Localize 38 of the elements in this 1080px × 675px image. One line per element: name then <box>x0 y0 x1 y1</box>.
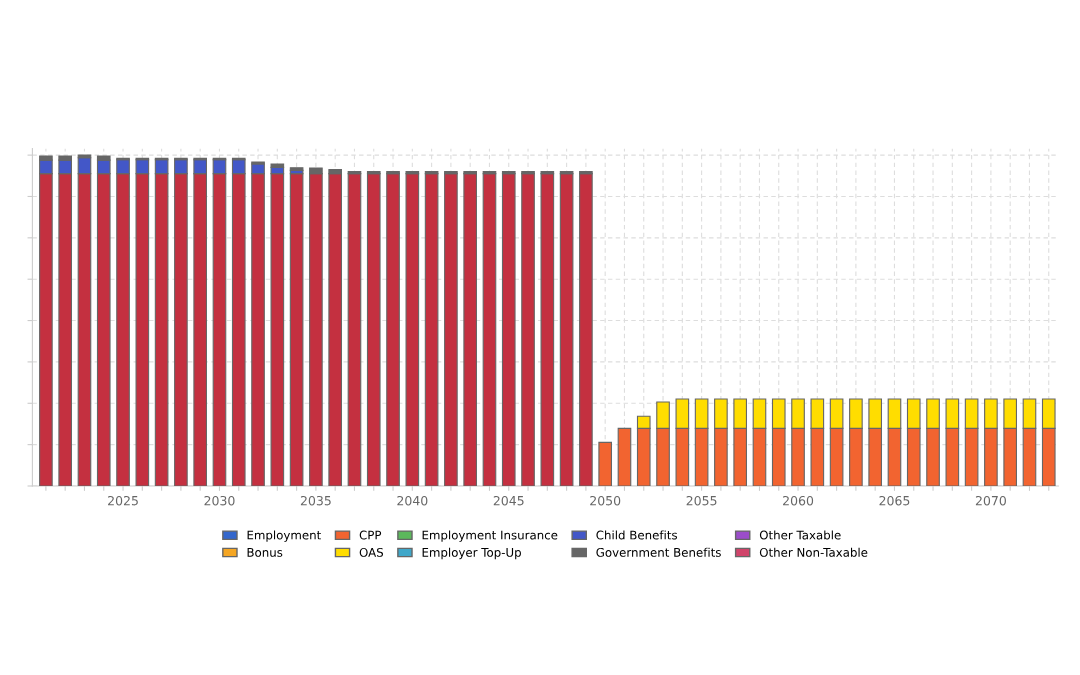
legend-label: CPP <box>359 530 382 540</box>
bar <box>559 173 574 486</box>
bar <box>444 173 458 486</box>
x-tick-label: 2045 <box>493 495 524 506</box>
bar <box>405 173 420 486</box>
bar <box>328 173 343 486</box>
legend-label: Other Taxable <box>759 530 841 540</box>
bar <box>424 173 439 486</box>
x-tick-label: 2060 <box>783 495 814 506</box>
x-tick-label: 2035 <box>300 495 331 506</box>
bar <box>579 173 593 486</box>
x-tick-label: 2065 <box>879 495 910 506</box>
x-tick-label: 2055 <box>686 495 717 506</box>
x-tick-label: 2025 <box>108 495 138 506</box>
bar <box>366 173 381 486</box>
bar <box>617 427 632 486</box>
x-tick-label: 2050 <box>590 495 621 506</box>
bar <box>289 173 304 486</box>
legend-label: Employer Top-Up <box>422 547 521 560</box>
x-tick-label: 2030 <box>204 495 235 506</box>
legend-label: Child Benefits <box>596 530 678 540</box>
bar <box>482 173 497 486</box>
bar <box>540 173 555 486</box>
legend-label: Bonus <box>247 548 283 557</box>
legend-label: OAS <box>359 547 384 557</box>
bar <box>386 173 400 486</box>
x-tick-label: 2070 <box>975 495 1006 506</box>
bar <box>289 167 304 171</box>
legend-label: Employment <box>247 530 321 542</box>
bar <box>501 173 516 486</box>
x-tick-label: 2040 <box>397 495 428 506</box>
legend-label: Employment Insurance <box>422 530 558 542</box>
legend-label: Other Non-Taxable <box>759 547 868 557</box>
legend-label: Government Benefits <box>596 547 721 557</box>
bar <box>521 173 535 486</box>
bar <box>347 173 362 486</box>
bar <box>598 441 613 486</box>
bar <box>463 173 478 486</box>
